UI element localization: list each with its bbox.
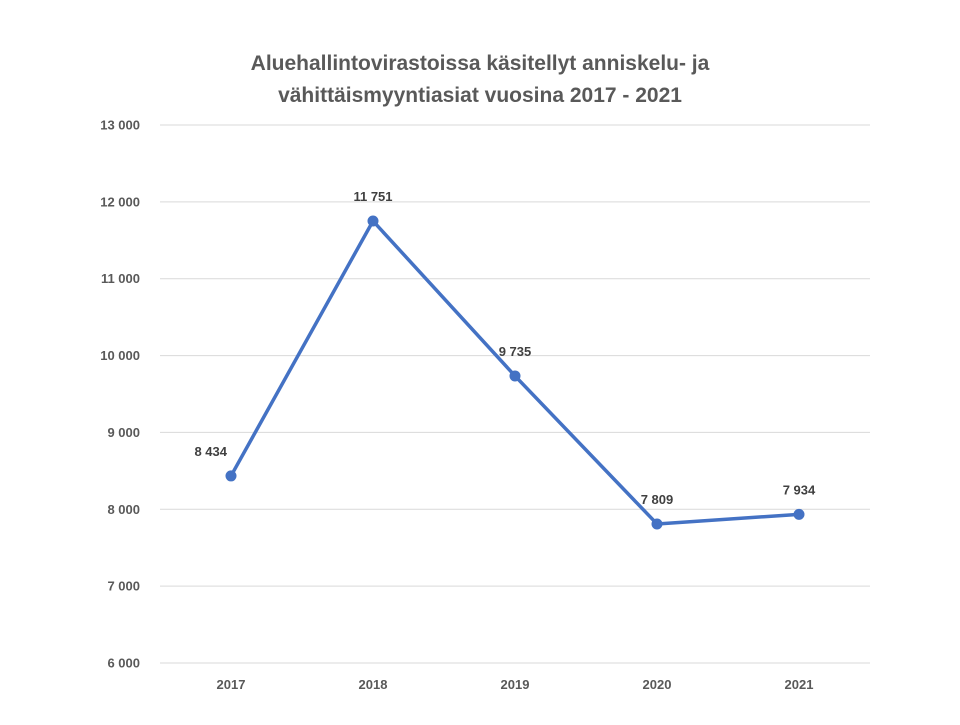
data-point bbox=[651, 518, 663, 530]
y-tick-label: 8 000 bbox=[107, 502, 140, 517]
y-tick-label: 9 000 bbox=[107, 425, 140, 440]
y-tick-label: 6 000 bbox=[107, 656, 140, 671]
data-point bbox=[225, 470, 237, 482]
data-label: 8 434 bbox=[194, 444, 227, 459]
x-tick-label: 2021 bbox=[785, 677, 814, 692]
y-tick-label: 12 000 bbox=[100, 194, 140, 209]
chart-title-line-2: vähittäismyyntiasiat vuosina 2017 - 2021 bbox=[278, 84, 682, 107]
x-tick-label: 2018 bbox=[359, 677, 388, 692]
data-point bbox=[793, 508, 805, 520]
chart-title-line-1: Aluehallintovirastoissa käsitellyt annis… bbox=[250, 52, 710, 75]
data-point bbox=[509, 370, 521, 382]
y-tick-label: 13 000 bbox=[100, 118, 140, 133]
y-tick-label: 11 000 bbox=[101, 271, 140, 286]
data-label: 11 751 bbox=[353, 189, 392, 204]
x-tick-label: 2017 bbox=[217, 677, 246, 692]
x-tick-label: 2019 bbox=[501, 677, 530, 692]
data-label: 7 934 bbox=[783, 482, 816, 497]
y-tick-label: 7 000 bbox=[107, 579, 140, 594]
x-tick-label: 2020 bbox=[643, 677, 672, 692]
data-point bbox=[367, 215, 379, 227]
data-label: 7 809 bbox=[641, 492, 674, 507]
data-label: 9 735 bbox=[499, 344, 532, 359]
y-tick-label: 10 000 bbox=[100, 348, 140, 363]
